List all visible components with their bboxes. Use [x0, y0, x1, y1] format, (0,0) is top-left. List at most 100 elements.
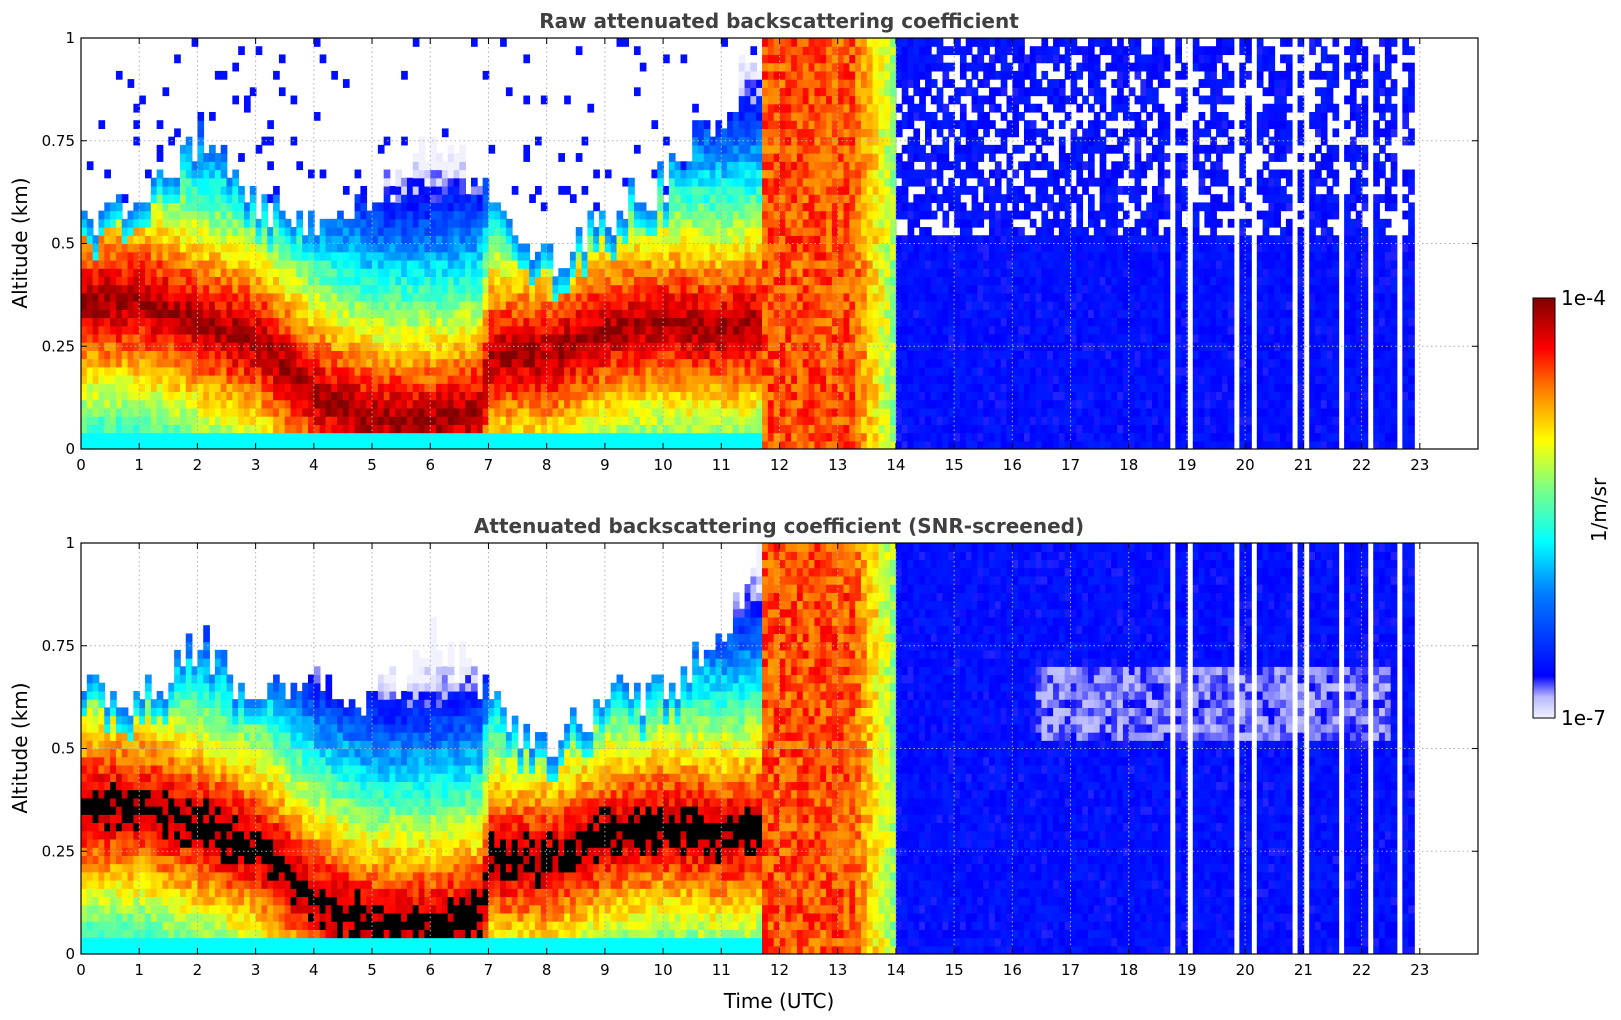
heatmap-cell [185, 268, 193, 277]
heatmap-cell [308, 169, 315, 179]
heatmap-cell [430, 202, 437, 212]
heatmap-cell [337, 375, 344, 384]
heatmap-cell [441, 383, 449, 393]
heatmap-cell [715, 407, 723, 417]
heatmap-cell [284, 424, 292, 434]
heatmap-cell [424, 416, 432, 425]
heatmap-cell [296, 342, 304, 351]
heatmap-cell [721, 301, 728, 310]
heatmap-cell [668, 333, 676, 343]
heatmap-cell [663, 407, 670, 417]
heatmap-cell [721, 177, 728, 187]
heatmap-cell [226, 309, 234, 319]
heatmap-cell [878, 416, 886, 425]
heatmap-cell [302, 342, 309, 351]
heatmap-cell [698, 268, 705, 277]
heatmap-cell [81, 235, 88, 245]
heatmap-cell [843, 79, 851, 88]
heatmap-cell [209, 350, 216, 360]
heatmap-cell [150, 194, 158, 203]
heatmap-cell [663, 440, 670, 449]
heatmap-cell [150, 251, 158, 261]
heatmap-cell [209, 177, 216, 187]
heatmap-cell [395, 276, 402, 286]
heatmap-cell [890, 399, 897, 409]
heatmap-cell [517, 268, 525, 277]
heatmap-cell [389, 375, 397, 384]
heatmap-cell [587, 325, 595, 335]
heatmap-cell [308, 358, 315, 368]
heatmap-cell [738, 391, 746, 401]
heatmap-cell [855, 87, 862, 97]
heatmap-cell [616, 292, 624, 302]
heatmap-cell [406, 358, 414, 368]
heatmap-cell [826, 309, 833, 319]
heatmap-cell [866, 38, 874, 47]
heatmap-cell [890, 144, 897, 154]
heatmap-cell [319, 259, 327, 269]
heatmap-cell [884, 161, 891, 171]
heatmap-cell [540, 251, 548, 261]
heatmap-cell [785, 54, 792, 64]
heatmap-cell [406, 251, 414, 261]
heatmap-cell [395, 325, 402, 335]
heatmap-cell [721, 218, 728, 228]
heatmap-cell [482, 440, 490, 449]
heatmap-cell [808, 243, 816, 253]
heatmap-cell [150, 235, 158, 245]
heatmap-cell [121, 268, 129, 277]
heatmap-cell [197, 350, 205, 360]
heatmap-cell [331, 440, 338, 449]
heatmap-cell [872, 177, 880, 187]
heatmap-cell [849, 136, 857, 146]
heatmap-cell [92, 366, 100, 376]
heatmap-cell [604, 391, 612, 401]
heatmap-cell [831, 399, 839, 409]
heatmap-cell [564, 268, 571, 277]
heatmap-cell [179, 424, 187, 434]
heatmap-cell [243, 235, 251, 245]
heatmap-cell [698, 185, 705, 195]
heatmap-cell [599, 268, 606, 277]
heatmap-cell [599, 333, 606, 343]
heatmap-cell [785, 309, 792, 319]
heatmap-cell [238, 432, 245, 442]
heatmap-cell [791, 111, 798, 121]
heatmap-cell [622, 292, 630, 302]
heatmap-cell [820, 70, 827, 80]
heatmap-cell [622, 383, 630, 393]
heatmap-cell [145, 292, 152, 302]
heatmap-cell [104, 391, 111, 401]
heatmap-cell [430, 169, 437, 179]
heatmap-cell [383, 317, 391, 327]
heatmap-cell [604, 399, 612, 409]
heatmap-cell [820, 284, 827, 294]
heatmap-cell [401, 375, 408, 384]
heatmap-cell [418, 136, 426, 146]
heatmap-cell [308, 243, 315, 253]
heatmap-cell [145, 284, 152, 294]
heatmap-cell [773, 243, 781, 253]
heatmap-cell [179, 268, 187, 277]
heatmap-cell [447, 144, 455, 154]
heatmap-cell [569, 366, 577, 376]
heatmap-cell [581, 358, 589, 368]
heatmap-cell [616, 243, 624, 253]
heatmap-cell [872, 358, 880, 368]
heatmap-cell [476, 358, 484, 368]
heatmap-cell [430, 227, 437, 236]
heatmap-cell [121, 317, 129, 327]
heatmap-cell [203, 259, 210, 269]
heatmap-cell [552, 276, 560, 286]
heatmap-cell [191, 416, 199, 425]
heatmap-cell [150, 301, 158, 310]
heatmap-cell [389, 218, 397, 228]
heatmap-cell [808, 120, 816, 130]
heatmap-cell [226, 185, 234, 195]
heatmap-cell [249, 407, 257, 417]
heatmap-cell [447, 440, 455, 449]
heatmap-cell [610, 276, 618, 286]
heatmap-cell [430, 407, 437, 417]
heatmap-cell [709, 383, 717, 393]
heatmap-cell [203, 169, 210, 179]
